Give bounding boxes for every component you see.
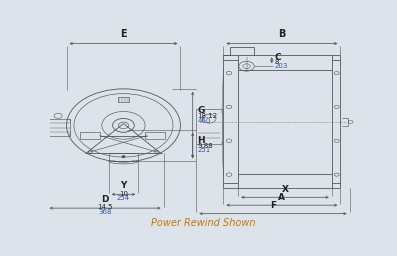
Bar bbox=[79, 132, 100, 139]
Text: 10: 10 bbox=[119, 190, 128, 197]
Text: A: A bbox=[278, 193, 285, 202]
Bar bbox=[109, 153, 138, 161]
Text: Power Rewind Shown: Power Rewind Shown bbox=[151, 218, 256, 228]
Text: 14.5: 14.5 bbox=[97, 204, 113, 210]
Text: H: H bbox=[197, 136, 205, 145]
Bar bbox=[118, 97, 129, 102]
Text: G: G bbox=[197, 106, 205, 115]
Text: E: E bbox=[120, 29, 127, 39]
Text: X: X bbox=[281, 185, 289, 194]
Text: B: B bbox=[278, 29, 285, 39]
Text: 18.12: 18.12 bbox=[197, 113, 218, 119]
Text: 460: 460 bbox=[197, 118, 211, 124]
Text: 9.88: 9.88 bbox=[197, 143, 213, 149]
Text: 254: 254 bbox=[117, 195, 130, 201]
Text: Y: Y bbox=[120, 181, 127, 190]
Circle shape bbox=[122, 156, 125, 157]
Text: 8: 8 bbox=[275, 59, 279, 65]
Text: 251: 251 bbox=[197, 147, 210, 153]
Bar bbox=[46, 119, 69, 136]
Text: 203: 203 bbox=[275, 63, 288, 69]
Bar bbox=[145, 132, 166, 139]
Bar bbox=[197, 109, 222, 144]
Text: 368: 368 bbox=[98, 209, 112, 215]
Text: D: D bbox=[101, 195, 109, 204]
Text: C: C bbox=[275, 53, 281, 62]
Text: F: F bbox=[270, 201, 276, 210]
